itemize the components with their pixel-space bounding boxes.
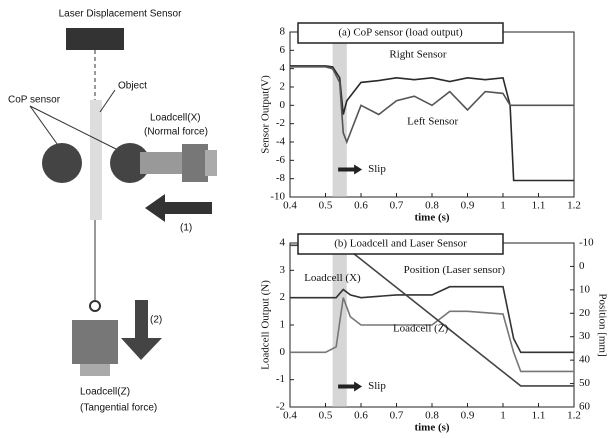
cop-sensor (42, 143, 82, 183)
y2-axis-label: Position [mm] (596, 293, 608, 356)
pointer (29, 105, 119, 151)
loadcell (182, 144, 208, 182)
x-axis-label: time (s) (414, 212, 449, 224)
y2-tick-label: 10 (579, 283, 591, 295)
x-tick-label: 1 (500, 410, 506, 422)
x-tick-label: 1.1 (532, 200, 546, 212)
x-tick-label: 1 (500, 200, 506, 212)
y-tick-label: -8 (276, 172, 286, 184)
y-tick-label: -4 (276, 136, 286, 148)
label: CoP sensor (8, 95, 61, 106)
x-tick-label: 0.5 (319, 200, 333, 212)
title-box (297, 233, 504, 255)
x-tick-label: 0.6 (354, 200, 368, 212)
loadcell (72, 320, 118, 364)
chart-title: (b) Loadcell and Laser Sensor (334, 238, 467, 250)
x-tick-label: 0.6 (354, 410, 368, 422)
x-tick-label: 0.9 (461, 200, 475, 212)
diagram: Laser Displacement Sensor Object CoP sen… (8, 9, 217, 414)
series-line (290, 297, 574, 373)
arrow (121, 300, 162, 360)
label: (Normal force) (144, 127, 208, 138)
annotation: Slip (368, 380, 386, 392)
annotation: Position (Laser sensor) (404, 264, 506, 276)
pointer (99, 89, 116, 113)
y-tick-label: -2 (276, 117, 285, 129)
y-tick-label: -2 (276, 401, 285, 413)
annotation: Right Sensor (389, 48, 446, 60)
y-axis-label: Sensor Output(V) (260, 75, 272, 154)
y-tick-label: -6 (276, 154, 286, 166)
annotation: Slip (368, 163, 386, 175)
x-tick-label: 0.8 (425, 200, 439, 212)
y2-tick-label: 30 (579, 330, 591, 342)
x-tick-label: 1.2 (567, 410, 581, 422)
annotation: Loadcell (Z) (393, 323, 449, 335)
label: (2) (150, 315, 162, 326)
annotation: Loadcell (X) (304, 272, 361, 284)
slip-arrow (338, 164, 363, 175)
slip-region (332, 32, 347, 197)
y2-tick-label: 0 (579, 260, 585, 272)
y-tick-label: 2 (280, 81, 286, 93)
hook (89, 300, 101, 312)
object (90, 100, 102, 220)
pointer (29, 105, 61, 149)
y2-tick-label: 60 (579, 401, 591, 413)
x-tick-label: 1.2 (567, 200, 581, 212)
y-tick-label: 1 (280, 319, 286, 331)
y2-tick-label: 50 (579, 377, 591, 389)
label: Object (118, 81, 147, 92)
y2-tick-label: 40 (579, 354, 591, 366)
title-box (297, 22, 504, 44)
label: Loadcell(X) (150, 113, 201, 124)
loadcell (80, 364, 110, 376)
x-tick-label: 0.9 (461, 410, 475, 422)
label: Laser Displacement Sensor (59, 9, 183, 20)
y-axis-label: Loadcell Output (N) (260, 280, 272, 370)
y2-tick-label: -10 (579, 237, 594, 249)
chart-title: (a) CoP sensor (load output) (338, 27, 463, 39)
rod (140, 152, 185, 174)
y-tick-label: 0 (280, 99, 286, 111)
y-tick-label: 4 (280, 237, 286, 249)
y-tick-label: -10 (270, 191, 285, 203)
y-tick-label: -1 (276, 373, 285, 385)
x-tick-label: 1.1 (532, 410, 546, 422)
x-axis-label: time (s) (414, 422, 449, 434)
y-tick-label: 3 (280, 264, 286, 276)
annotation: Left Sensor (407, 115, 458, 127)
label: (1) (180, 223, 192, 234)
x-tick-label: 0.4 (283, 200, 297, 212)
x-tick-label: 0.4 (283, 410, 297, 422)
x-tick-label: 0.7 (390, 410, 404, 422)
loadcell (205, 150, 217, 176)
series-line (290, 66, 574, 145)
x-tick-label: 0.8 (425, 410, 439, 422)
arrow (145, 194, 212, 222)
slip-arrow (338, 381, 363, 392)
y-tick-label: 4 (280, 62, 286, 74)
label: (Tangential force) (80, 403, 157, 414)
y-tick-label: 0 (280, 346, 286, 358)
label: Loadcell(Z) (80, 387, 130, 398)
x-tick-label: 0.7 (390, 200, 404, 212)
x-tick-label: 0.5 (319, 410, 333, 422)
y-tick-label: 6 (280, 44, 286, 56)
y2-tick-label: 20 (579, 307, 591, 319)
y-tick-label: 8 (280, 26, 286, 38)
y-tick-label: 2 (280, 291, 286, 303)
series-line (290, 285, 574, 354)
laser-sensor (66, 28, 124, 50)
